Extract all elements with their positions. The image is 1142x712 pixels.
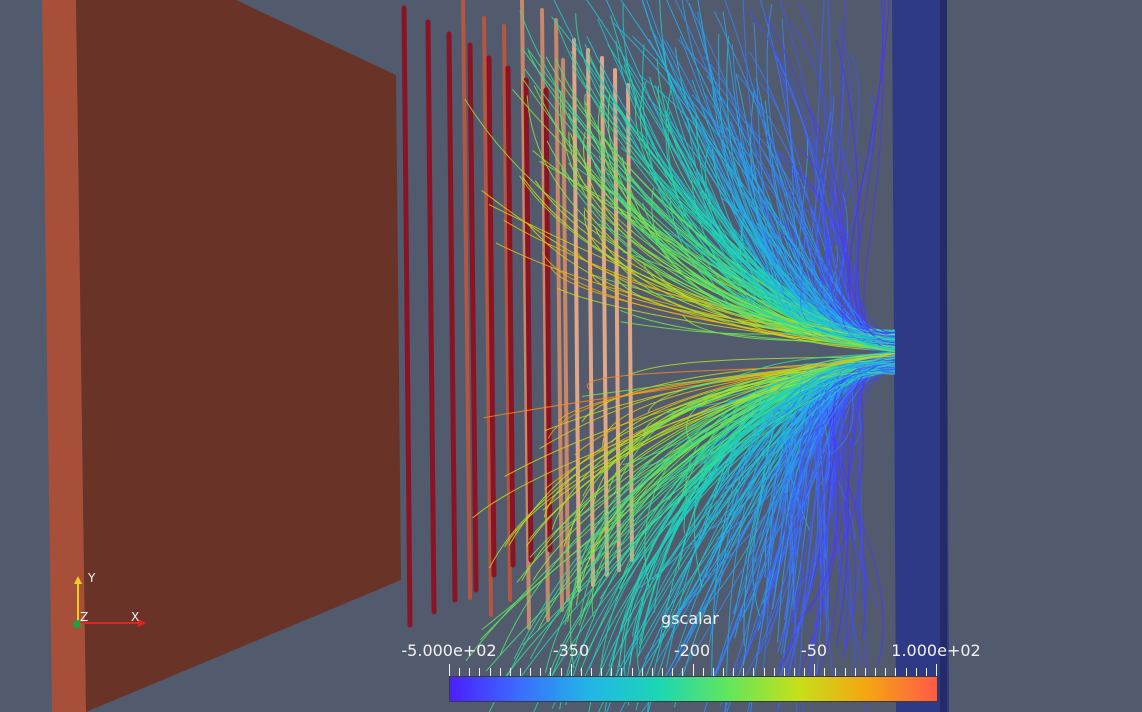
streamline bbox=[575, 248, 896, 339]
electrode-rod bbox=[461, 0, 472, 600]
streamline bbox=[848, 0, 896, 340]
colorbar-tick-label: 1.000e+02 bbox=[891, 641, 981, 660]
streamline bbox=[635, 363, 896, 711]
streamline bbox=[855, 0, 896, 351]
orientation-axes[interactable] bbox=[60, 568, 160, 638]
electrode-rod bbox=[600, 56, 609, 577]
colorbar-tick-label: -200 bbox=[673, 641, 711, 660]
electrode-rod bbox=[520, 0, 531, 630]
streamline bbox=[638, 359, 896, 645]
streamline bbox=[553, 0, 896, 339]
electrode-rod bbox=[505, 65, 516, 568]
left-plate-edge bbox=[42, 0, 86, 712]
axis-y-label: Y bbox=[88, 571, 96, 585]
streamline bbox=[797, 174, 896, 338]
axis-x-label: X bbox=[131, 610, 140, 624]
electrode-rod bbox=[523, 77, 534, 563]
electrode-rod bbox=[401, 5, 413, 628]
streamline bbox=[653, 193, 896, 350]
streamline bbox=[682, 353, 896, 390]
streamline bbox=[700, 368, 896, 701]
streamline bbox=[665, 372, 896, 668]
streamline bbox=[664, 229, 896, 338]
electrode-rods bbox=[401, 0, 634, 630]
electrode-rod bbox=[486, 55, 497, 578]
streamline bbox=[580, 363, 896, 565]
electrode-rod bbox=[540, 8, 550, 622]
streamline bbox=[773, 364, 896, 588]
streamline bbox=[857, 371, 896, 711]
streamline bbox=[600, 364, 896, 687]
colorbar-ticks bbox=[449, 664, 937, 676]
electrode-rod bbox=[446, 31, 458, 603]
streamline bbox=[526, 95, 896, 347]
streamline bbox=[839, 371, 896, 679]
colorbar-title: gscalar bbox=[661, 609, 719, 628]
electrode-rod bbox=[572, 38, 581, 592]
streamline bbox=[586, 359, 896, 391]
streamline bbox=[821, 371, 896, 700]
streamlines bbox=[464, 0, 896, 712]
electrode-rod bbox=[467, 42, 479, 593]
streamline bbox=[766, 141, 896, 349]
streamline bbox=[667, 361, 896, 527]
right-plate-edge bbox=[940, 0, 947, 712]
streamline bbox=[835, 361, 896, 647]
streamline bbox=[551, 353, 896, 530]
streamline bbox=[596, 372, 896, 562]
streamline bbox=[711, 148, 896, 345]
streamline bbox=[581, 358, 896, 397]
streamline bbox=[823, 359, 896, 622]
streamline bbox=[521, 361, 896, 582]
streamline bbox=[711, 362, 896, 692]
streamline bbox=[516, 355, 896, 583]
colorbar[interactable] bbox=[449, 676, 938, 702]
streamline bbox=[742, 0, 896, 342]
streamline bbox=[749, 52, 896, 339]
streamline bbox=[627, 356, 896, 377]
streamline bbox=[800, 213, 896, 343]
streamline bbox=[806, 105, 896, 334]
streamline bbox=[765, 369, 896, 576]
left-plate-face bbox=[76, 0, 401, 712]
streamline bbox=[481, 189, 896, 350]
electrode-rod bbox=[482, 16, 493, 617]
colorbar-tick-label: -5.000e+02 bbox=[401, 641, 497, 660]
streamline bbox=[798, 146, 896, 345]
streamline bbox=[600, 370, 896, 668]
streamline bbox=[810, 356, 896, 651]
streamline bbox=[560, 167, 896, 352]
streamline bbox=[611, 21, 896, 340]
streamline bbox=[663, 372, 896, 679]
streamline bbox=[747, 9, 896, 333]
electrode-rod bbox=[561, 58, 570, 602]
streamline bbox=[711, 363, 896, 519]
streamline bbox=[836, 40, 896, 339]
streamline bbox=[574, 356, 896, 456]
electrode-rod bbox=[425, 19, 437, 615]
right-plate bbox=[892, 0, 949, 712]
streamline bbox=[674, 372, 896, 660]
electrode-rod bbox=[543, 87, 553, 553]
streamline bbox=[568, 162, 896, 339]
streamline bbox=[527, 50, 896, 333]
streamline bbox=[695, 115, 896, 345]
streamline bbox=[732, 373, 896, 614]
streamline bbox=[584, 94, 896, 352]
streamline bbox=[831, 363, 896, 455]
streamline bbox=[673, 244, 896, 350]
colorbar-tick-label: -350 bbox=[552, 641, 590, 660]
streamline bbox=[839, 0, 896, 333]
streamline bbox=[753, 358, 896, 564]
electrode-rod bbox=[502, 24, 512, 602]
axis-z-label: Z bbox=[80, 610, 89, 624]
electrode-rod bbox=[554, 18, 564, 612]
streamline bbox=[863, 0, 896, 346]
colorbar-tick-label: -50 bbox=[800, 641, 828, 660]
